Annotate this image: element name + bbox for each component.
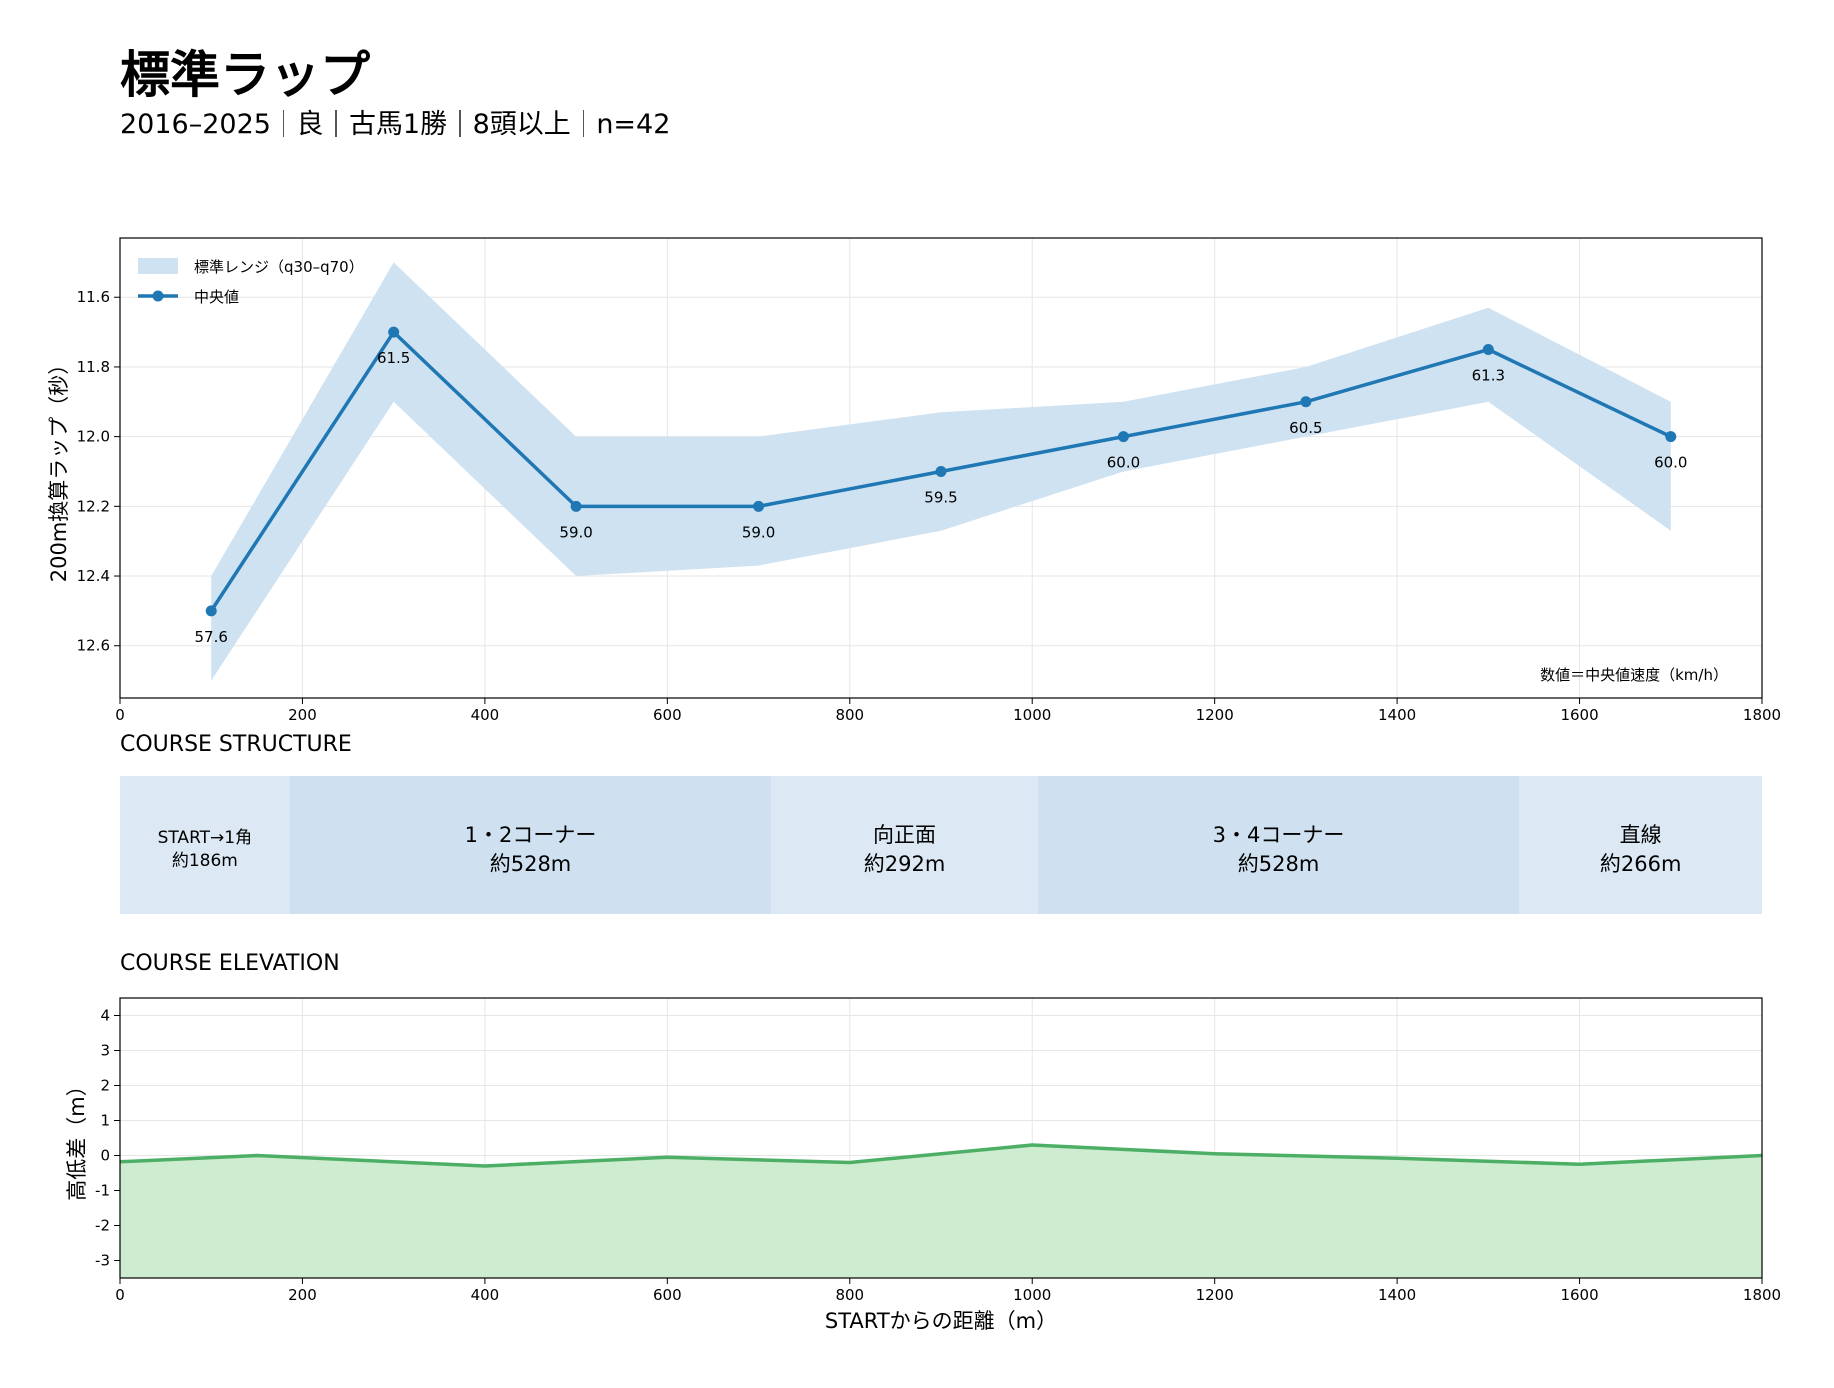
segment-block bbox=[1519, 776, 1762, 914]
y-tick-label: 12.0 bbox=[77, 428, 110, 446]
x-tick-label: 1000 bbox=[1013, 1286, 1051, 1304]
subtitle-separator bbox=[335, 110, 337, 137]
page-subtitle: 2016–2025 良古馬1勝 8頭以上 n=42 bbox=[120, 110, 670, 138]
x-tick-label: 600 bbox=[653, 706, 682, 724]
segment-name: 直線 bbox=[1620, 823, 1662, 847]
median-point bbox=[1117, 431, 1129, 443]
x-tick-label: 1000 bbox=[1013, 706, 1051, 724]
segment-name: 1・2コーナー bbox=[465, 823, 597, 847]
speed-label: 61.5 bbox=[377, 349, 410, 367]
y-tick-label: -2 bbox=[95, 1217, 110, 1235]
y-tick-label: 12.2 bbox=[77, 497, 110, 515]
x-tick-label: 800 bbox=[835, 1286, 864, 1304]
page-title: 標準ラップ bbox=[120, 46, 370, 104]
x-tick-label: 600 bbox=[653, 1286, 682, 1304]
plot-frame bbox=[119, 997, 1763, 1279]
y-tick-label: 11.6 bbox=[77, 288, 110, 306]
speed-label: 59.0 bbox=[742, 523, 775, 541]
median-point bbox=[1665, 431, 1677, 443]
speed-label: 59.0 bbox=[559, 523, 592, 541]
y-tick-label: 12.4 bbox=[77, 567, 110, 585]
y-tick-label: -1 bbox=[95, 1182, 110, 1200]
speed-label: 61.3 bbox=[1472, 367, 1505, 385]
segment-length: 約292m bbox=[864, 852, 946, 876]
segment-length: 約528m bbox=[490, 852, 572, 876]
x-tick-label: 1200 bbox=[1196, 706, 1234, 724]
elevation-area bbox=[120, 1145, 1762, 1278]
median-point bbox=[1300, 396, 1312, 408]
x-tick-label: 0 bbox=[115, 706, 125, 724]
segment-name: 3・4コーナー bbox=[1213, 823, 1345, 847]
speed-label: 60.5 bbox=[1289, 419, 1322, 437]
x-tick-label: 1800 bbox=[1743, 1286, 1781, 1304]
segment-block bbox=[1037, 776, 1520, 914]
x-tick-label: 800 bbox=[835, 706, 864, 724]
speed-note: 数値＝中央値速度（km/h） bbox=[1540, 666, 1728, 684]
x-tick-label: 1600 bbox=[1560, 1286, 1598, 1304]
x-tick-label: 1400 bbox=[1378, 706, 1416, 724]
subtitle-part: 8頭以上 bbox=[472, 109, 571, 140]
y-tick-label: 3 bbox=[100, 1042, 110, 1060]
section-title-structure: COURSE STRUCTURE bbox=[120, 732, 352, 757]
legend-band-swatch bbox=[138, 258, 178, 274]
median-point bbox=[1482, 344, 1494, 356]
segment-name: START→1角 bbox=[158, 828, 253, 848]
y-tick-label: 4 bbox=[100, 1007, 110, 1025]
segment-length: 約528m bbox=[1238, 852, 1320, 876]
subtitle-part: 良 bbox=[296, 109, 324, 140]
subtitle-part: n=42 bbox=[596, 109, 671, 140]
y-tick-label: 11.8 bbox=[77, 358, 110, 376]
y-tick-label: 0 bbox=[100, 1147, 110, 1165]
y-tick-label: 2 bbox=[100, 1077, 110, 1095]
y-tick-label: -3 bbox=[95, 1252, 110, 1270]
segment-block bbox=[120, 776, 290, 914]
median-point bbox=[570, 500, 582, 512]
segment-name: 向正面 bbox=[873, 823, 936, 847]
y-axis-label: 200m換算ラップ（秒） bbox=[47, 354, 71, 583]
segment-length: 約186m bbox=[172, 851, 238, 871]
speed-label: 59.5 bbox=[924, 488, 957, 506]
speed-label: 57.6 bbox=[195, 628, 228, 646]
x-tick-label: 400 bbox=[471, 1286, 500, 1304]
x-tick-label: 1600 bbox=[1560, 706, 1598, 724]
legend-band-label: 標準レンジ（q30–q70） bbox=[194, 258, 364, 276]
x-tick-label: 1200 bbox=[1196, 1286, 1234, 1304]
x-axis-label: STARTからの距離（m） bbox=[825, 1309, 1057, 1333]
section-title-elevation: COURSE ELEVATION bbox=[120, 951, 340, 976]
speed-label: 60.0 bbox=[1107, 454, 1140, 472]
y-axis-label: 高低差（m） bbox=[65, 1075, 89, 1200]
segment-length: 約266m bbox=[1600, 852, 1682, 876]
x-tick-label: 1400 bbox=[1378, 1286, 1416, 1304]
elevation-line bbox=[119, 1143, 1763, 1168]
segment-block bbox=[289, 776, 772, 914]
subtitle-separator bbox=[459, 110, 461, 137]
subtitle-separator bbox=[282, 110, 285, 137]
speed-label: 60.0 bbox=[1654, 454, 1687, 472]
y-tick-label: 12.6 bbox=[77, 637, 110, 655]
median-point bbox=[753, 500, 765, 512]
legend-line-marker bbox=[152, 290, 164, 302]
x-tick-label: 1800 bbox=[1743, 706, 1781, 724]
median-point bbox=[205, 605, 217, 617]
x-tick-label: 0 bbox=[115, 1286, 125, 1304]
plot-frame bbox=[119, 237, 1763, 699]
subtitle-part: 2016–2025 bbox=[120, 109, 271, 140]
x-tick-label: 200 bbox=[288, 1286, 317, 1304]
y-tick-label: 1 bbox=[100, 1112, 110, 1130]
x-tick-label: 200 bbox=[288, 706, 317, 724]
subtitle-separator bbox=[582, 110, 585, 137]
legend-line-label: 中央値 bbox=[194, 288, 239, 306]
x-tick-label: 400 bbox=[471, 706, 500, 724]
median-point bbox=[388, 326, 400, 338]
median-point bbox=[935, 465, 947, 477]
subtitle-part: 古馬1勝 bbox=[348, 109, 448, 140]
segment-block bbox=[771, 776, 1038, 914]
